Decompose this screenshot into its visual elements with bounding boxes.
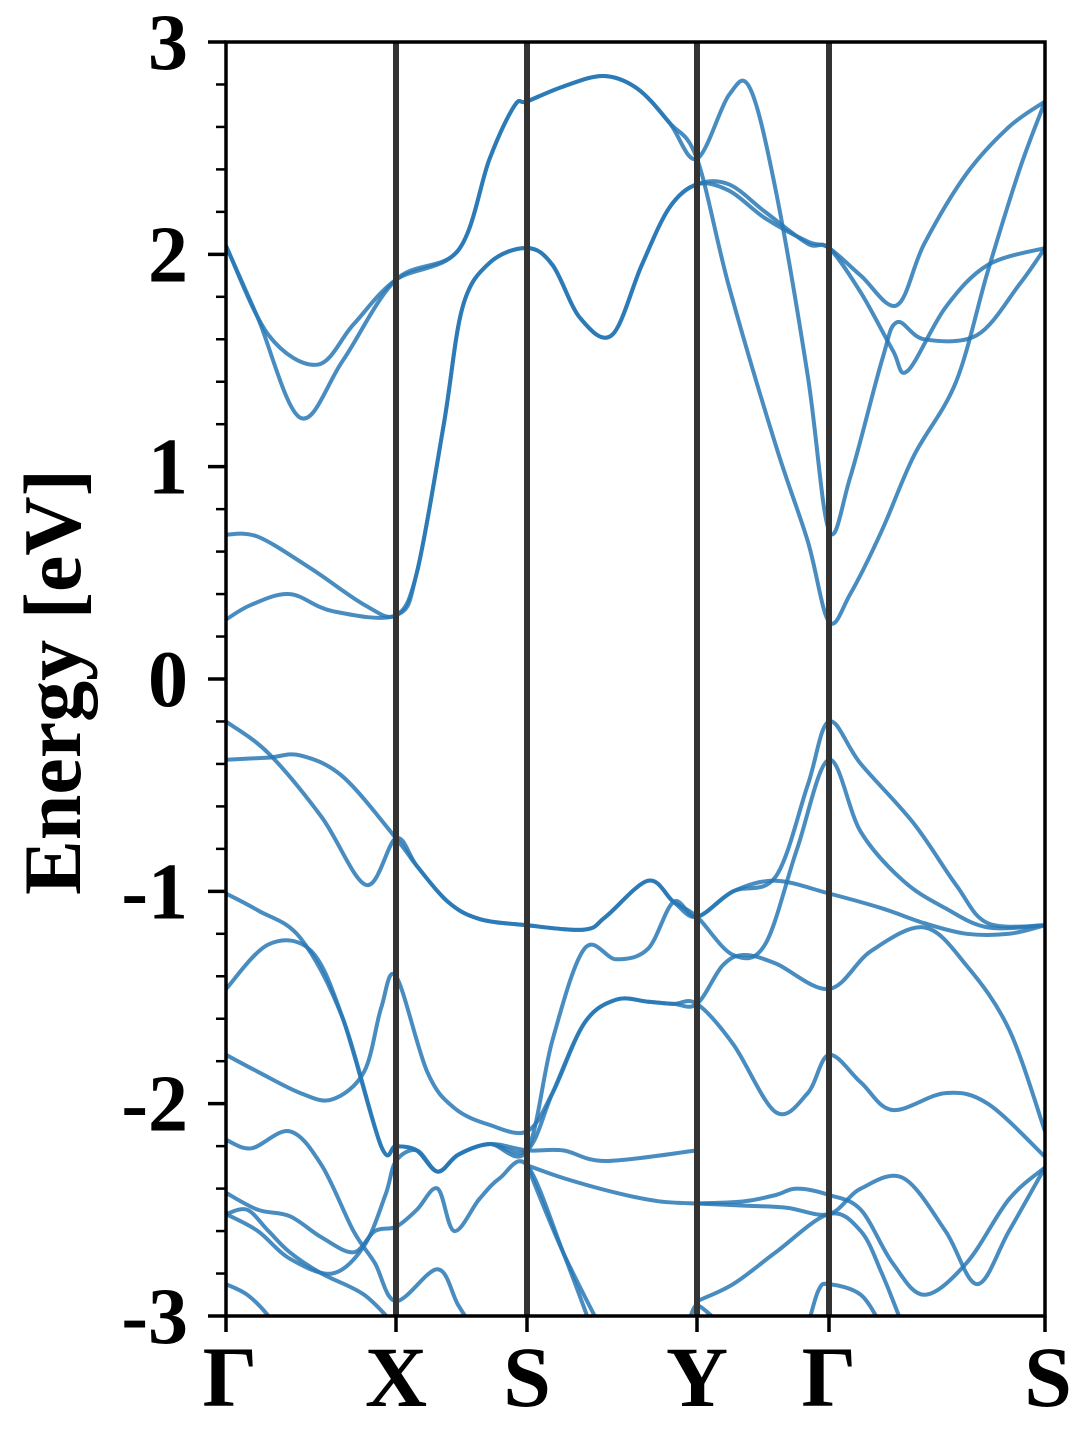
y-axis-tick-labels: 3 2 1 0 -1 -2 -3	[121, 0, 188, 1361]
y-tick-label: -3	[121, 1273, 188, 1361]
band-line-14	[226, 1207, 390, 1316]
band-line-9	[226, 971, 1045, 1159]
high-symmetry-dividers	[393, 42, 832, 1316]
band-line-16	[696, 1165, 1045, 1297]
band-line-13	[226, 1282, 272, 1316]
band-lines	[226, 73, 1045, 1316]
band-line-2	[226, 73, 1045, 626]
band-line-17	[696, 1166, 1045, 1287]
x-tick-label: Y	[666, 1329, 728, 1425]
y-axis-ticks	[208, 40, 1047, 1332]
plot-frame	[224, 40, 1047, 1318]
y-tick-label: 1	[148, 424, 188, 512]
y-axis-label: Energy [eV]	[7, 469, 98, 895]
y-tick-label: -2	[121, 1061, 188, 1149]
x-tick-label: Γ	[203, 1329, 258, 1425]
y-tick-label: 3	[148, 0, 188, 87]
band-line-3	[226, 99, 1045, 622]
y-tick-label: -1	[121, 848, 188, 936]
x-tick-label: S	[1024, 1329, 1072, 1425]
y-tick-label: 2	[148, 211, 188, 299]
band-line-7	[226, 878, 1045, 1174]
band-line-15	[525, 1164, 597, 1316]
band-line-11	[226, 1159, 590, 1316]
band-line-5	[226, 719, 1045, 932]
band-line-8	[226, 925, 1045, 1174]
x-tick-label: Γ	[802, 1329, 857, 1425]
band-line-6	[226, 752, 1045, 961]
band-line-4	[226, 179, 1045, 619]
band-line-18	[526, 1163, 698, 1206]
x-tick-label: X	[365, 1329, 427, 1425]
y-tick-label: 0	[148, 636, 188, 724]
band-line-12	[226, 1141, 698, 1276]
band-line-20	[808, 1281, 879, 1316]
band-line-1	[226, 73, 1045, 537]
x-tick-label: S	[503, 1329, 551, 1425]
